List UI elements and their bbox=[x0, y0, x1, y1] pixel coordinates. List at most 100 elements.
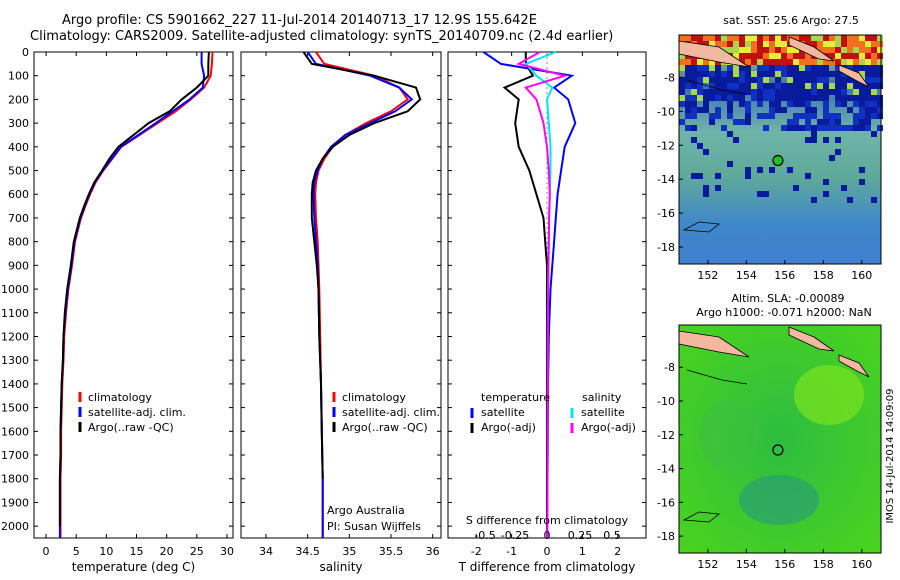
sst-pixel bbox=[805, 101, 811, 107]
sst-pixel bbox=[853, 119, 859, 125]
sst-pixel bbox=[805, 89, 811, 95]
sst-pixel bbox=[745, 119, 751, 125]
sst-pixel bbox=[805, 107, 811, 113]
legend-label: satellite-adj. clim. bbox=[342, 406, 440, 419]
sst-pixel bbox=[691, 137, 697, 143]
map-x-tick-label: 154 bbox=[736, 269, 757, 282]
sst-pixel bbox=[835, 65, 841, 71]
sst-pixel bbox=[721, 89, 727, 95]
sst-pixel bbox=[871, 47, 877, 53]
sst-pixel bbox=[877, 107, 883, 113]
sst-pixel bbox=[877, 41, 883, 47]
sst-pixel bbox=[775, 83, 781, 89]
sst-pixel bbox=[865, 41, 871, 47]
sst-pixel bbox=[745, 167, 751, 173]
sst-pixel bbox=[769, 107, 775, 113]
x-tick-label-salinity: 0.5 bbox=[603, 529, 621, 542]
legend-label: climatology bbox=[88, 391, 152, 404]
sst-pixel bbox=[853, 83, 859, 89]
sst-pixel bbox=[739, 83, 745, 89]
sst-pixel bbox=[835, 71, 841, 77]
sst-pixel bbox=[877, 53, 883, 59]
sst-pixel bbox=[745, 101, 751, 107]
x-tick-label: 15 bbox=[130, 545, 144, 558]
sst-pixel bbox=[829, 113, 835, 119]
depth-tick-label: 1800 bbox=[1, 473, 29, 486]
sst-pixel bbox=[679, 95, 685, 101]
sst-pixel bbox=[871, 107, 877, 113]
sst-pixel bbox=[853, 95, 859, 101]
sst-pixel bbox=[787, 47, 793, 53]
sst-pixel bbox=[805, 53, 811, 59]
sst-pixel bbox=[727, 77, 733, 83]
x-tick-label: -1 bbox=[506, 545, 517, 558]
sst-pixel bbox=[745, 47, 751, 53]
sst-pixel bbox=[871, 65, 877, 71]
sst-pixel bbox=[727, 161, 733, 167]
sst-pixel bbox=[811, 107, 817, 113]
sst-pixel bbox=[817, 95, 823, 101]
sst-pixel bbox=[697, 107, 703, 113]
sst-pixel bbox=[679, 59, 685, 65]
sst-pixel bbox=[679, 77, 685, 83]
sst-pixel bbox=[865, 113, 871, 119]
sst-pixel bbox=[835, 137, 841, 143]
sst-pixel bbox=[829, 83, 835, 89]
depth-tick-label: 1300 bbox=[1, 354, 29, 367]
sst-pixel bbox=[823, 71, 829, 77]
sst-pixel bbox=[751, 71, 757, 77]
sla-blob bbox=[699, 400, 759, 470]
sst-pixel bbox=[823, 65, 829, 71]
map-y-tick-label: -18 bbox=[657, 241, 675, 254]
sst-pixel bbox=[847, 65, 853, 71]
sst-pixel bbox=[769, 95, 775, 101]
sst-pixel bbox=[709, 83, 715, 89]
legend-label: Argo(-adj) bbox=[581, 421, 636, 434]
depth-tick-label: 0 bbox=[22, 46, 29, 59]
sst-pixel bbox=[679, 89, 685, 95]
legend-label: Argo(..raw -QC) bbox=[342, 421, 428, 434]
sst-pixel bbox=[871, 89, 877, 95]
sst-pixel bbox=[877, 95, 883, 101]
sst-pixel bbox=[697, 83, 703, 89]
x-tick-label: 5 bbox=[73, 545, 80, 558]
legend-label: Argo(-adj) bbox=[481, 421, 536, 434]
sst-pixel bbox=[835, 113, 841, 119]
sst-pixel bbox=[709, 35, 715, 41]
chart-title-line1: Argo profile: CS 5901662_227 11-Jul-2014… bbox=[62, 13, 537, 28]
sst-pixel bbox=[697, 71, 703, 77]
sst-pixel bbox=[691, 89, 697, 95]
sst-pixel bbox=[739, 35, 745, 41]
sst-pixel bbox=[721, 35, 727, 41]
sst-pixel bbox=[709, 77, 715, 83]
sst-pixel bbox=[691, 35, 697, 41]
sst-pixel bbox=[871, 77, 877, 83]
sst-pixel bbox=[847, 59, 853, 65]
land bbox=[788, 36, 835, 62]
sst-pixel bbox=[727, 101, 733, 107]
sst-pixel bbox=[757, 83, 763, 89]
sst-pixel bbox=[727, 89, 733, 95]
sst-pixel bbox=[805, 71, 811, 77]
sst-pixel bbox=[817, 119, 823, 125]
sst-pixel bbox=[865, 101, 871, 107]
sst-pixel bbox=[721, 125, 727, 131]
sst-pixel bbox=[865, 125, 871, 131]
sst-pixel bbox=[721, 41, 727, 47]
sst-pixel bbox=[793, 59, 799, 65]
reef-outline bbox=[686, 79, 748, 95]
sst-pixel bbox=[703, 185, 709, 191]
sst-pixel bbox=[853, 59, 859, 65]
sst-pixel bbox=[835, 101, 841, 107]
sst-pixel bbox=[757, 71, 763, 77]
sst-pixel bbox=[679, 65, 685, 71]
sst-pixel bbox=[811, 137, 817, 143]
sst-pixel bbox=[745, 59, 751, 65]
sst-pixel bbox=[793, 71, 799, 77]
sst-pixel bbox=[823, 191, 829, 197]
sst-pixel bbox=[757, 65, 763, 71]
sst-pixel bbox=[847, 53, 853, 59]
x-tick-label-salinity: 0.25 bbox=[568, 529, 593, 542]
sst-pixel bbox=[697, 95, 703, 101]
sst-pixel bbox=[817, 47, 823, 53]
